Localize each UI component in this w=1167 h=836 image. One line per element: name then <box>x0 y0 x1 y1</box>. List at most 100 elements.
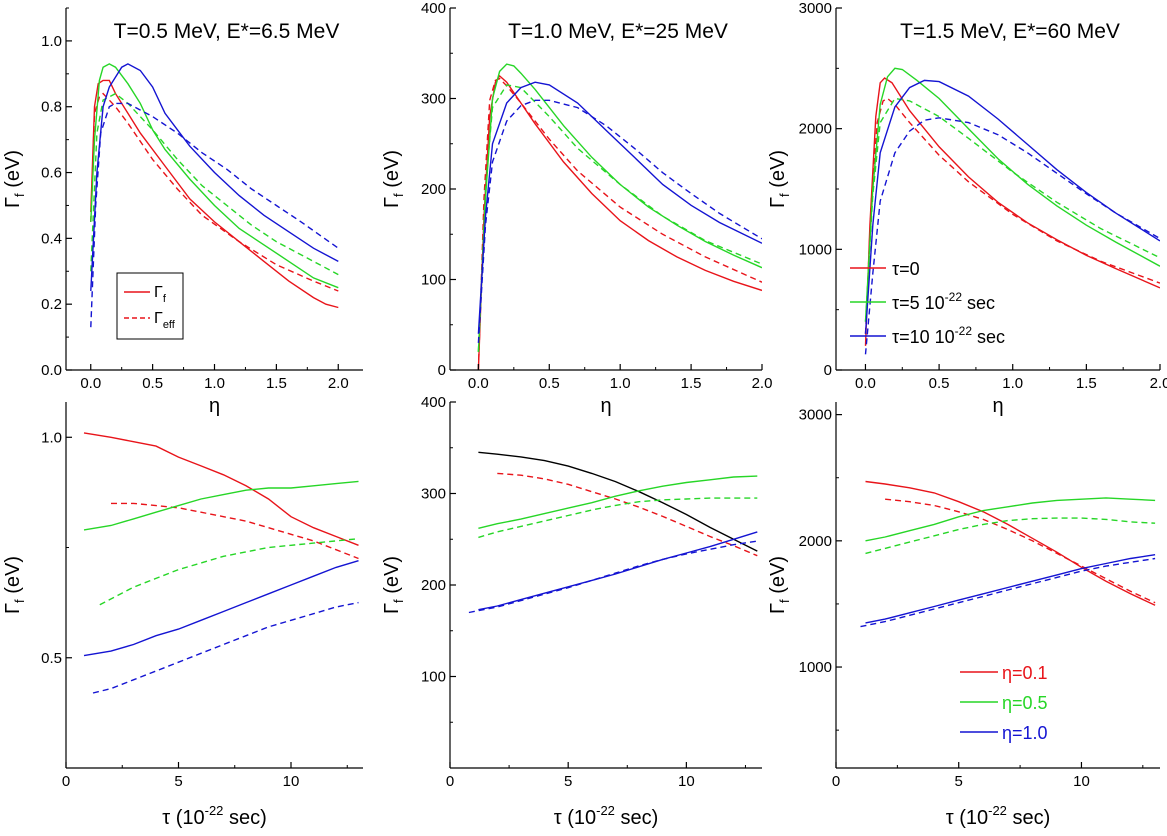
y-tick-label: 0.6 <box>41 165 62 182</box>
y-tick-label: 0.0 <box>41 362 62 379</box>
y-tick-label: 300 <box>421 486 446 503</box>
legend-label: τ=5 10-22 sec <box>892 290 995 313</box>
series-line-6 <box>90 102 339 328</box>
panel-title: T=1.0 MeV, E*=25 MeV <box>508 20 728 43</box>
y-tick-label: 400 <box>421 394 446 411</box>
x-tick-label: 5 <box>955 773 963 790</box>
series-line-3 <box>864 67 1160 322</box>
y-axis-label: Γf (eV) <box>381 150 406 208</box>
series-line-3 <box>90 63 339 289</box>
x-axis-label: η <box>600 395 611 417</box>
series-line-4 <box>90 92 339 276</box>
x-tick-label: 1.5 <box>266 375 287 392</box>
series-line-4 <box>99 538 359 606</box>
series-line-1 <box>90 79 339 309</box>
x-tick-label: 2.0 <box>328 375 349 392</box>
y-tick-label: 200 <box>421 181 446 198</box>
y-tick-label: 1.0 <box>41 33 62 50</box>
x-axis-label: η <box>209 395 220 417</box>
y-tick-label: 3000 <box>799 407 832 424</box>
y-tick-label: 100 <box>421 272 446 289</box>
panel-2: 0 100 200 300 400 0.0 0.5 1.0 1.5 2.0 T=1.0 MeV, E… <box>381 0 772 417</box>
x-tick-label: 2.0 <box>752 375 773 392</box>
y-tick-label: 0.8 <box>41 99 62 116</box>
series-line-5 <box>83 560 359 657</box>
y-tick-label: 1000 <box>799 241 832 258</box>
legend-label: Γeff <box>154 310 176 331</box>
series-line-2 <box>864 97 1160 334</box>
x-axis-label: τ (10-22 sec) <box>162 803 267 829</box>
x-tick-label: 1.0 <box>610 375 631 392</box>
x-tick-label: 2.0 <box>1150 375 1167 392</box>
x-tick-label: 10 <box>283 773 300 790</box>
legend: τ=0 τ=5 10-22 sec τ=10 10-22 sec <box>850 259 1005 347</box>
y-tick-label: 0 <box>824 362 832 379</box>
series-group <box>90 63 339 328</box>
legend: Γf Γeff <box>116 272 184 340</box>
series-line-5 <box>477 81 762 334</box>
y-axis-label: Γf (eV) <box>767 150 792 208</box>
y-axis-label: Γf (eV) <box>2 556 27 614</box>
series-line-2 <box>111 502 359 560</box>
panel-4: 0.5 1.0 0 5 10 Γf (eV) τ (10-22 sec) <box>2 402 363 829</box>
series-line-2 <box>477 77 762 370</box>
series-line-5 <box>865 554 1156 624</box>
legend-label: η=0.5 <box>1002 693 1048 713</box>
legend-label: η=1.0 <box>1002 723 1048 743</box>
panel-1: 0.0 0.2 0.4 0.6 0.8 1.0 0.0 0.5 1.0 1.5 2.0 T=0.5 M… <box>2 7 363 417</box>
series-line-6 <box>477 99 762 343</box>
series-line-5 <box>864 79 1160 334</box>
y-tick-label: 0.2 <box>41 296 62 313</box>
panel-title: T=0.5 MeV, E*=6.5 MeV <box>114 20 340 43</box>
x-tick-label: 0.0 <box>855 375 876 392</box>
series-line-4 <box>478 497 758 539</box>
y-tick-label: 200 <box>421 577 446 594</box>
y-axis-label: Γf (eV) <box>381 556 406 614</box>
series-group <box>864 67 1160 355</box>
legend: η=0.1 η=0.5 η=1.0 <box>960 663 1048 743</box>
x-tick-label: 0 <box>446 773 454 790</box>
series-line-5 <box>478 531 758 611</box>
x-tick-label: 10 <box>678 773 695 790</box>
legend-label: τ=0 <box>892 259 920 279</box>
series-line-1 <box>478 451 758 552</box>
series-group <box>468 451 758 614</box>
y-tick-label: 1.0 <box>41 429 62 446</box>
series-line-4 <box>864 97 1160 322</box>
x-tick-label: 5 <box>564 773 572 790</box>
x-tick-label: 0.5 <box>929 375 950 392</box>
y-tick-label: 400 <box>421 0 446 17</box>
series-group <box>477 63 762 370</box>
y-tick-label: 3000 <box>799 0 832 17</box>
legend-label: Γf <box>154 284 167 305</box>
panel-3: 0 1000 2000 3000 0.0 0.5 1.0 1.5 2.0 T=1.5 MeV, E… <box>767 0 1167 417</box>
y-axis-label: Γf (eV) <box>767 556 792 614</box>
y-tick-label: 300 <box>421 91 446 108</box>
y-tick-label: 0.5 <box>41 650 62 667</box>
x-tick-label: 1.0 <box>204 375 225 392</box>
y-tick-label: 100 <box>421 669 446 686</box>
x-tick-label: 10 <box>1073 773 1090 790</box>
series-line-5 <box>90 63 339 292</box>
x-tick-label: 1.5 <box>1076 375 1097 392</box>
x-tick-label: 0.5 <box>142 375 163 392</box>
legend-label: τ=10 10-22 sec <box>892 324 1005 347</box>
series-line-4 <box>865 517 1156 555</box>
x-axis-label: η <box>992 395 1003 417</box>
x-tick-label: 0.5 <box>539 375 560 392</box>
y-tick-label: 2000 <box>799 533 832 550</box>
x-tick-label: 0.0 <box>80 375 101 392</box>
panel-title: T=1.5 MeV, E*=60 MeV <box>900 20 1120 43</box>
y-tick-label: 1000 <box>799 659 832 676</box>
series-line-3 <box>477 63 762 352</box>
y-axis-label: Γf (eV) <box>2 150 27 208</box>
series-line-2 <box>885 498 1156 604</box>
series-group <box>860 480 1156 628</box>
series-line-3 <box>478 475 758 529</box>
legend-box <box>116 272 184 340</box>
series-line-6 <box>864 117 1160 355</box>
series-line-6 <box>860 557 1156 628</box>
x-tick-label: 0.0 <box>468 375 489 392</box>
series-line-1 <box>865 480 1156 606</box>
